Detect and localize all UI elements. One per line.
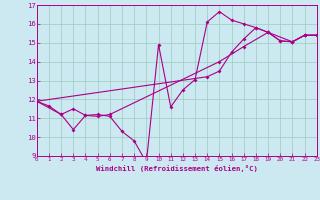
X-axis label: Windchill (Refroidissement éolien,°C): Windchill (Refroidissement éolien,°C): [96, 165, 258, 172]
